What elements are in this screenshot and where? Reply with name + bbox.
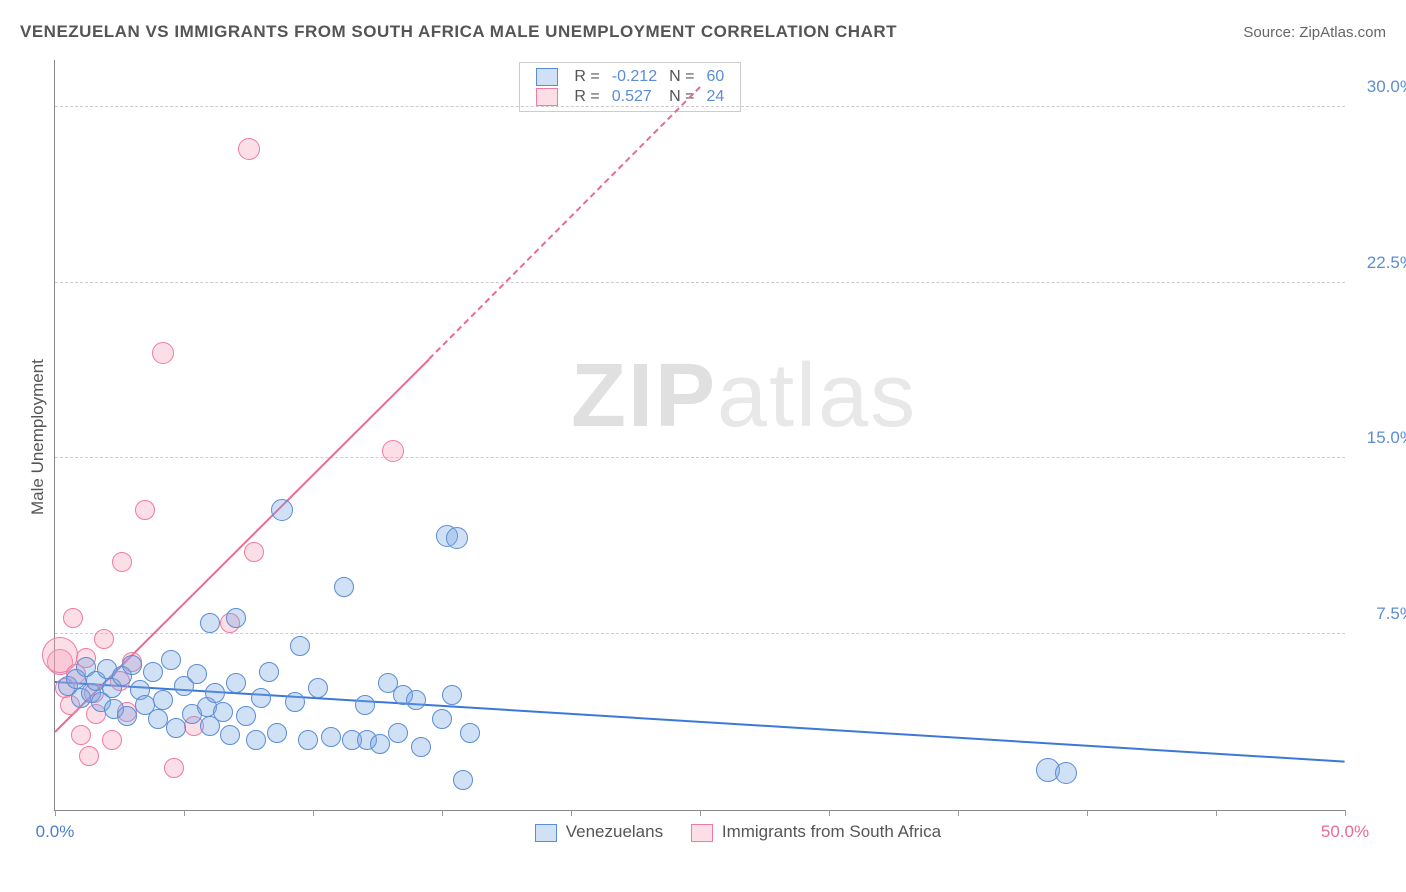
scatter-point-blue	[122, 655, 142, 675]
n-label: N =	[663, 67, 700, 87]
scatter-point-blue	[143, 662, 163, 682]
scatter-point-blue	[285, 692, 305, 712]
legend-stat-row: R =0.527N =24	[530, 87, 730, 107]
legend-swatch	[536, 68, 558, 86]
scatter-point-blue	[161, 650, 181, 670]
chart-title: VENEZUELAN VS IMMIGRANTS FROM SOUTH AFRI…	[20, 22, 897, 42]
x-tick-mark	[55, 810, 56, 816]
x-tick-mark	[313, 810, 314, 816]
y-tick-label: 7.5%	[1355, 604, 1406, 624]
gridline	[55, 282, 1345, 283]
x-tick-mark	[958, 810, 959, 816]
n-value: 60	[700, 67, 730, 87]
trend-line	[428, 86, 700, 359]
scatter-point-pink	[382, 440, 404, 462]
scatter-point-blue	[267, 723, 287, 743]
scatter-point-blue	[251, 688, 271, 708]
series-label: Immigrants from South Africa	[722, 822, 941, 841]
series-label: Venezuelans	[566, 822, 663, 841]
scatter-point-blue	[460, 723, 480, 743]
scatter-point-blue	[205, 683, 225, 703]
y-tick-label: 30.0%	[1355, 77, 1406, 97]
source-attribution: Source: ZipAtlas.com	[1243, 24, 1386, 41]
y-tick-label: 15.0%	[1355, 428, 1406, 448]
series-legend-item: Immigrants from South Africa	[691, 822, 941, 842]
gridline	[55, 633, 1345, 634]
series-legend: Venezuelans Immigrants from South Africa	[535, 822, 969, 842]
scatter-point-blue	[271, 499, 293, 521]
scatter-point-blue	[166, 718, 186, 738]
legend-stat-row: R =-0.212N =60	[530, 67, 730, 87]
x-tick-mark	[1216, 810, 1217, 816]
x-tick-mark	[700, 810, 701, 816]
scatter-point-blue	[148, 709, 168, 729]
scatter-point-pink	[63, 608, 83, 628]
watermark-zip: ZIP	[571, 346, 717, 446]
watermark-atlas: atlas	[717, 346, 917, 446]
scatter-point-pink	[79, 746, 99, 766]
x-tick-mark	[1345, 810, 1346, 816]
scatter-point-blue	[246, 730, 266, 750]
scatter-point-pink	[238, 138, 260, 160]
scatter-point-blue	[153, 690, 173, 710]
scatter-point-blue	[355, 695, 375, 715]
r-label: R =	[568, 87, 605, 107]
r-value: -0.212	[606, 67, 663, 87]
watermark: ZIPatlas	[571, 345, 917, 448]
x-tick-mark	[571, 810, 572, 816]
scatter-point-blue	[406, 690, 426, 710]
scatter-point-blue	[446, 527, 468, 549]
legend-swatch	[536, 88, 558, 106]
gridline	[55, 106, 1345, 107]
scatter-point-blue	[117, 706, 137, 726]
scatter-point-pink	[244, 542, 264, 562]
series-legend-item: Venezuelans	[535, 822, 663, 842]
x-tick-label: 50.0%	[1321, 822, 1369, 842]
scatter-point-blue	[308, 678, 328, 698]
y-tick-label: 22.5%	[1355, 253, 1406, 273]
scatter-point-blue	[226, 673, 246, 693]
scatter-point-pink	[112, 552, 132, 572]
scatter-point-pink	[102, 730, 122, 750]
scatter-point-blue	[442, 685, 462, 705]
y-axis-label: Male Unemployment	[28, 359, 48, 515]
scatter-point-blue	[1055, 762, 1077, 784]
scatter-point-blue	[298, 730, 318, 750]
source-prefix: Source:	[1243, 24, 1299, 41]
legend-swatch	[535, 824, 557, 842]
r-label: R =	[568, 67, 605, 87]
source-name: ZipAtlas.com	[1299, 24, 1386, 41]
gridline	[55, 457, 1345, 458]
scatter-point-pink	[152, 342, 174, 364]
scatter-point-blue	[453, 770, 473, 790]
x-tick-mark	[1087, 810, 1088, 816]
scatter-point-pink	[94, 629, 114, 649]
scatter-point-blue	[411, 737, 431, 757]
x-tick-mark	[442, 810, 443, 816]
scatter-point-blue	[200, 613, 220, 633]
x-tick-mark	[184, 810, 185, 816]
scatter-point-blue	[432, 709, 452, 729]
scatter-point-blue	[213, 702, 233, 722]
scatter-point-blue	[259, 662, 279, 682]
scatter-point-blue	[220, 725, 240, 745]
x-tick-label: 0.0%	[36, 822, 75, 842]
scatter-point-blue	[321, 727, 341, 747]
n-value: 24	[700, 87, 730, 107]
chart-plot-area: ZIPatlas R =-0.212N =60R =0.527N =24 Ven…	[54, 60, 1345, 811]
scatter-point-blue	[388, 723, 408, 743]
scatter-point-pink	[164, 758, 184, 778]
scatter-point-blue	[370, 734, 390, 754]
scatter-point-blue	[187, 664, 207, 684]
legend-swatch	[691, 824, 713, 842]
scatter-point-blue	[236, 706, 256, 726]
scatter-point-pink	[135, 500, 155, 520]
scatter-point-pink	[71, 725, 91, 745]
x-tick-mark	[829, 810, 830, 816]
scatter-point-blue	[290, 636, 310, 656]
scatter-point-blue	[226, 608, 246, 628]
r-value: 0.527	[606, 87, 663, 107]
scatter-point-blue	[334, 577, 354, 597]
